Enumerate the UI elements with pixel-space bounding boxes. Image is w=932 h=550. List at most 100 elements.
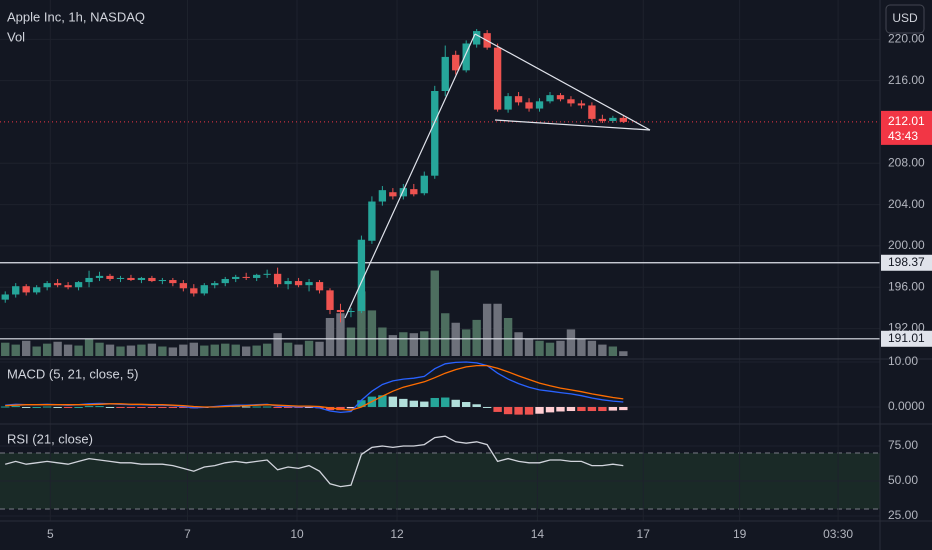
volume-bar — [346, 327, 356, 356]
candle-body — [179, 283, 187, 289]
candle-body — [33, 287, 41, 293]
macd-histogram-bar — [598, 406, 607, 412]
volume-bar — [545, 342, 555, 356]
macd-histogram-bar — [262, 406, 272, 408]
macd-histogram-bar — [168, 406, 178, 408]
price-label-box — [881, 254, 932, 271]
macd-histogram-bar — [472, 404, 481, 407]
macd-histogram-bar — [451, 399, 460, 407]
volume-bar — [357, 291, 366, 356]
volume-bar — [524, 338, 534, 356]
volume-bar — [231, 344, 240, 356]
volume-bar — [200, 345, 209, 356]
macd-histogram-bar — [399, 398, 408, 407]
x-tick-label: 10 — [290, 527, 304, 541]
candle-body — [546, 95, 554, 102]
volume-bar — [158, 346, 167, 356]
volume-bar — [587, 340, 597, 356]
volume-bar — [441, 313, 450, 356]
macd-histogram-bar — [42, 406, 52, 408]
candle-body — [221, 278, 229, 284]
candle-body — [368, 201, 376, 241]
volume-bar — [619, 351, 628, 356]
macd-histogram-bar — [577, 406, 586, 412]
y-tick-label: 200.00 — [888, 238, 925, 252]
candle-body — [85, 277, 93, 283]
trend-line — [494, 119, 651, 131]
macd-histogram-bar — [158, 406, 167, 408]
candle-body — [598, 118, 607, 121]
volume-bar — [294, 344, 303, 356]
y-tick-label: 0.0000 — [888, 399, 925, 413]
volume-bar — [95, 342, 104, 356]
volume-bar — [32, 346, 41, 356]
macd-histogram-bar — [619, 406, 628, 411]
macd-histogram-bar — [346, 406, 356, 409]
candle-body — [326, 290, 334, 310]
candle-body — [514, 96, 523, 103]
volume-bar — [378, 327, 387, 356]
candle-body — [441, 56, 449, 91]
candle-body — [609, 117, 617, 121]
candle-body — [74, 282, 83, 288]
volume-bar — [315, 341, 324, 356]
macd-histogram-bar — [11, 406, 20, 408]
price-label: 198.37 — [888, 255, 925, 269]
volume-bar — [1, 342, 10, 356]
candle-body — [493, 47, 502, 110]
macd-histogram-bar — [514, 406, 523, 415]
drawings — [344, 33, 651, 319]
candle-body — [200, 285, 208, 294]
macd-histogram-bar — [545, 406, 555, 413]
candle-body — [473, 31, 481, 45]
candle-body — [357, 239, 366, 312]
macd-histogram-bar — [430, 397, 439, 407]
macd-histogram-bar — [1, 406, 10, 408]
macd-histogram-bar — [137, 406, 146, 408]
currency-button[interactable] — [885, 4, 925, 34]
candle-body — [535, 101, 544, 109]
candle-body — [567, 99, 575, 104]
candle-body — [190, 288, 198, 294]
volume-bar — [503, 318, 513, 356]
macd-histogram-bar — [535, 406, 544, 414]
candle-body — [410, 189, 418, 195]
volume-bar — [189, 342, 198, 356]
candle-body — [64, 285, 72, 288]
y-tick-label: 10.00 — [888, 354, 918, 368]
candle-body — [556, 95, 565, 100]
macd-histogram-bar — [304, 406, 314, 408]
candle-body — [315, 282, 324, 291]
macd-histogram-bar — [462, 402, 471, 407]
y-tick-label: 216.00 — [888, 73, 925, 87]
signal-line — [5, 364, 624, 411]
volume-bar — [262, 343, 272, 356]
countdown: 43:43 — [888, 129, 918, 143]
rsi-label: RSI (21, close) — [7, 431, 93, 446]
last-price-label: 212.01 — [888, 114, 925, 128]
currency[interactable]: USD — [892, 11, 918, 25]
y-tick-label: 50.00 — [888, 473, 918, 487]
volume-bar — [493, 303, 502, 356]
candle-body — [12, 286, 20, 295]
volume-bar — [399, 332, 408, 356]
volume-bar — [430, 270, 439, 356]
volume-bar — [566, 329, 576, 356]
candle-body — [577, 103, 586, 106]
candle-body — [106, 275, 114, 279]
macd-histogram-bar — [608, 406, 618, 411]
macd-histogram-bar — [179, 406, 188, 408]
macd-histogram-bar — [482, 406, 492, 408]
x-tick-label: 7 — [184, 527, 191, 541]
x-tick-label: 12 — [390, 527, 404, 541]
candle-body — [462, 43, 470, 71]
candle-body — [169, 280, 177, 284]
macd-histogram-bar — [524, 406, 534, 415]
macd-histogram-bar — [587, 406, 597, 412]
volume-bar — [116, 346, 125, 356]
volume-bar — [556, 340, 565, 356]
volume-bar — [482, 303, 492, 356]
macd-histogram-bar — [556, 406, 565, 412]
volume-bar — [409, 333, 418, 356]
volume-bar — [53, 341, 62, 356]
